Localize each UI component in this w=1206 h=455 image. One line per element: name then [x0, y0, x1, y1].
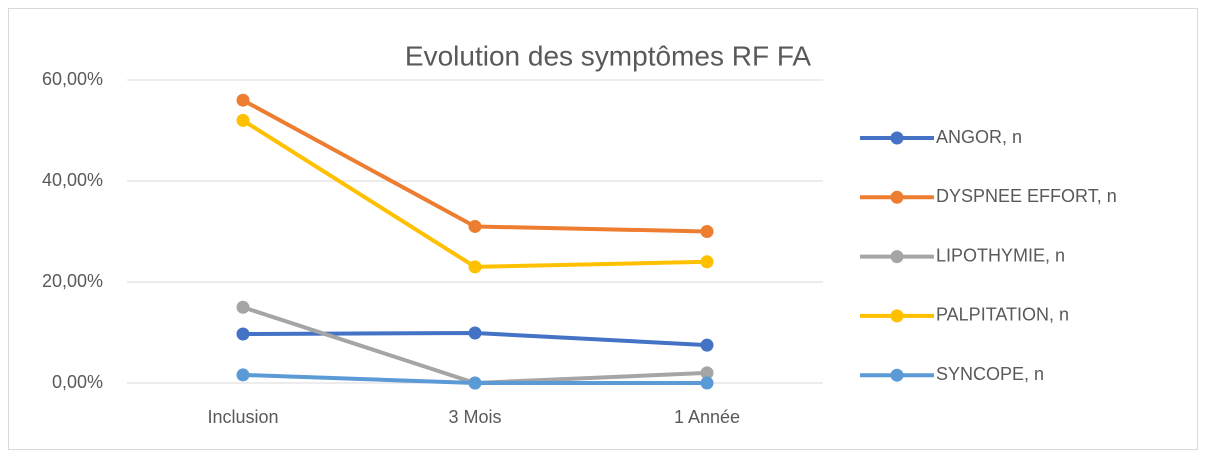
legend-label: LIPOTHYMIE, n	[936, 245, 1065, 265]
y-tick-label: 20,00%	[42, 271, 103, 291]
data-point	[700, 366, 714, 380]
y-tick-label: 40,00%	[42, 170, 103, 190]
data-point	[236, 300, 250, 314]
x-tick-label: 3 Mois	[448, 407, 501, 427]
legend-label: PALPITATION, n	[936, 305, 1069, 325]
x-tick-label: 1 Année	[674, 407, 740, 427]
y-tick-label: 0,00%	[52, 372, 103, 392]
x-tick-label: Inclusion	[207, 407, 278, 427]
data-point	[236, 327, 250, 341]
data-point	[700, 225, 714, 238]
data-point	[468, 326, 482, 340]
data-point	[468, 260, 482, 274]
data-point	[236, 93, 250, 107]
legend-marker	[890, 190, 904, 204]
data-point	[236, 368, 250, 382]
y-tick-label: 60,00%	[42, 69, 103, 89]
legend-marker	[890, 131, 904, 145]
data-point	[700, 338, 714, 352]
legend-marker	[890, 309, 904, 323]
legend-marker	[890, 368, 904, 382]
chart-title: Evolution des symptômes RF FA	[405, 40, 811, 71]
data-point	[236, 113, 250, 127]
data-point	[468, 219, 482, 233]
data-point	[700, 376, 714, 390]
legend-label: SYNCOPE, n	[936, 364, 1044, 384]
legend-marker	[890, 250, 904, 264]
legend-label: DYSPNEE EFFORT, n	[936, 186, 1117, 206]
legend-label: ANGOR, n	[936, 127, 1022, 147]
data-point	[700, 255, 714, 269]
data-point	[468, 376, 482, 390]
